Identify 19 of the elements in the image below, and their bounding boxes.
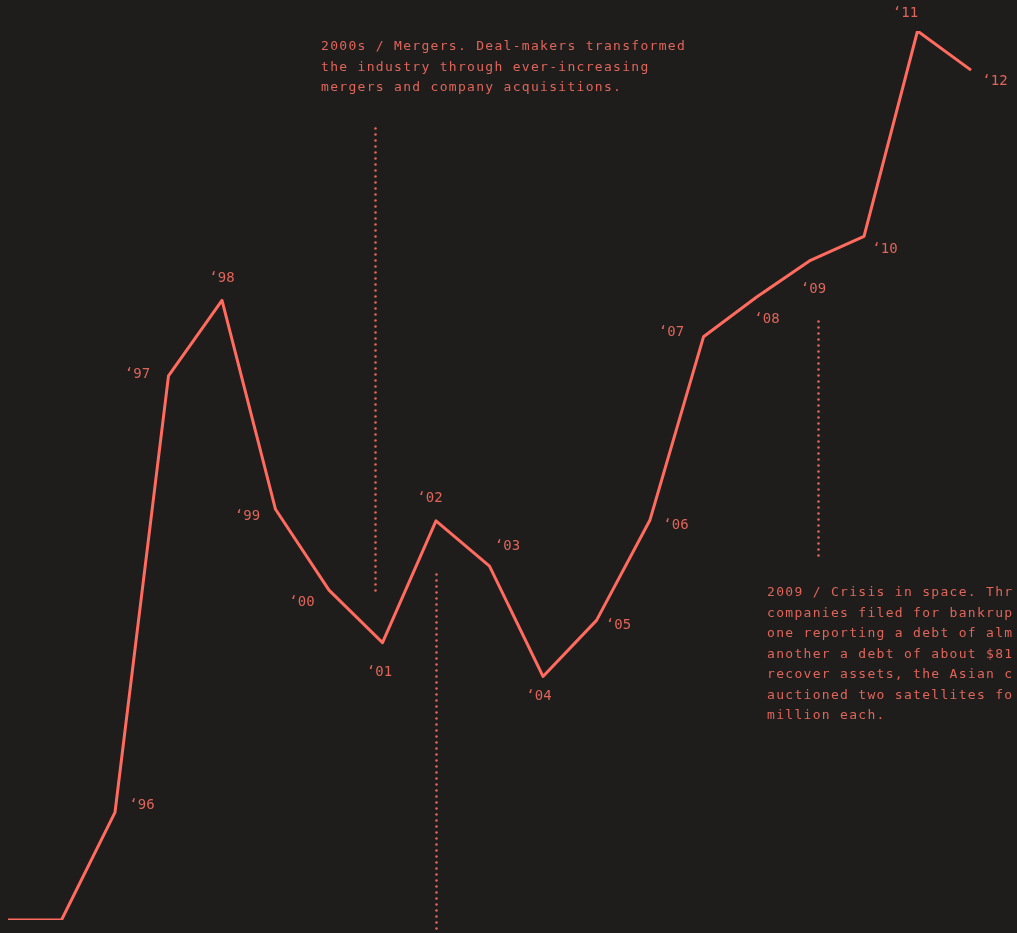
- annotation: ‘97: [124, 364, 151, 381]
- text: ‘11: [892, 4, 919, 20]
- annotation: ‘12: [982, 72, 1008, 89]
- annotation: 2009 / Crisis in space. Thr companies filed for bankrup one reporting a debt of alm another a debt of about $81 recover assets, the Asian c auctioned two satellites fo million each.: [767, 583, 1015, 724]
- annotation: ‘10: [872, 240, 898, 257]
- annotation: 2000s / Mergers. Deal-makers transformed the industry through ever-increasing mergers and company acquisitions.: [321, 37, 688, 96]
- annotation: ‘09: [800, 280, 827, 297]
- annotation: ‘02: [417, 488, 443, 505]
- annotation: ‘08: [754, 309, 780, 326]
- annotation: ‘07: [658, 322, 685, 339]
- annotation: ‘05: [605, 616, 632, 633]
- annotation: ‘04: [526, 687, 552, 704]
- annotation: ‘99: [234, 507, 261, 524]
- annotation: ‘03: [494, 537, 521, 554]
- annotation: ‘98: [209, 269, 235, 286]
- annotation: ‘00: [289, 593, 315, 610]
- annotation: ‘96: [129, 796, 155, 813]
- annotation: ‘06: [663, 515, 689, 532]
- annotation: ‘01: [366, 662, 393, 679]
